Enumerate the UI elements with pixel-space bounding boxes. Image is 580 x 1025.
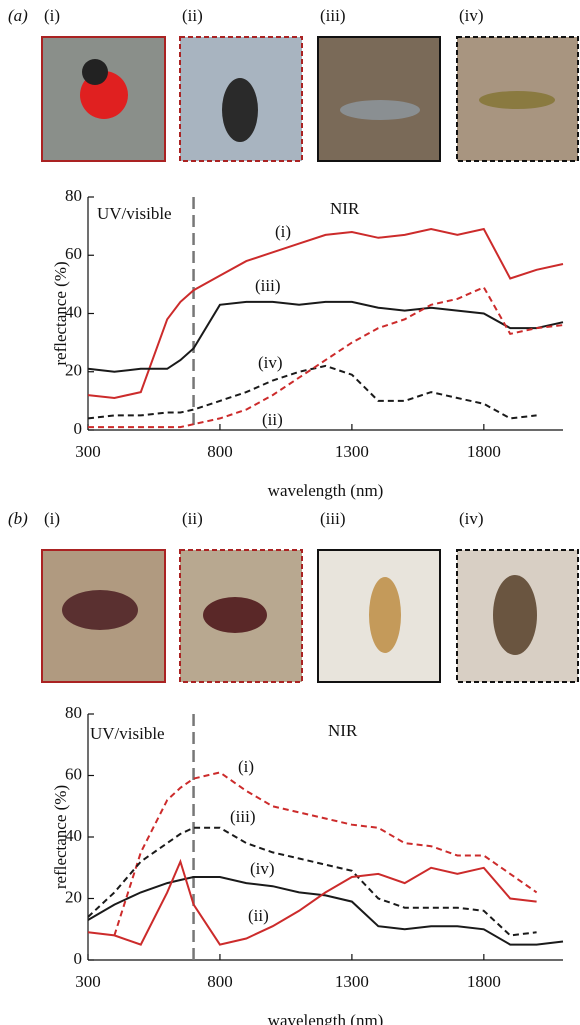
x-tick-label: 1300: [335, 442, 369, 461]
photo-lizard: [479, 91, 555, 109]
photo-beetle: [62, 590, 138, 630]
y-tick-label: 60: [65, 244, 82, 263]
series-line: [88, 877, 563, 945]
series-line: [88, 302, 563, 372]
series-label: (ii): [248, 906, 269, 925]
photo-bird: [222, 78, 258, 142]
series-label: (iii): [230, 807, 256, 826]
x-tick-label: 1800: [467, 442, 501, 461]
panel-label: (b): [8, 509, 28, 528]
annotation: UV/visible: [90, 724, 165, 743]
annotation: NIR: [328, 721, 358, 740]
y-tick-label: 80: [65, 186, 82, 205]
photo-lizard: [369, 577, 401, 653]
photos-b: [42, 550, 578, 682]
x-tick-label: 800: [207, 442, 233, 461]
panel-label: (a): [8, 6, 28, 25]
figure: (a)(i)(ii)(iii)(iv)020406080300800130018…: [0, 0, 580, 1025]
photo-lizard: [493, 575, 537, 655]
y-tick-label: 80: [65, 703, 82, 722]
photo: [318, 37, 440, 161]
series-line: [88, 828, 537, 936]
series-line: [88, 287, 563, 427]
y-tick-label: 20: [65, 887, 82, 906]
series-line: [88, 229, 563, 398]
series-label: (iv): [258, 353, 283, 372]
photo-label: (ii): [182, 509, 203, 528]
photos-a: [42, 37, 578, 161]
series-line: [88, 366, 537, 419]
x-tick-label: 800: [207, 972, 233, 991]
series-label: (ii): [262, 410, 283, 429]
x-tick-label: 300: [75, 442, 101, 461]
y-tick-label: 60: [65, 764, 82, 783]
annotation: UV/visible: [97, 204, 172, 223]
photo-beetle: [203, 597, 267, 633]
photo-label: (iv): [459, 509, 484, 528]
x-tick-label: 1800: [467, 972, 501, 991]
x-tick-label: 1300: [335, 972, 369, 991]
photo-label: (iv): [459, 6, 484, 25]
x-tick-label: 300: [75, 972, 101, 991]
photo-label: (iii): [320, 6, 346, 25]
x-axis-title: wavelength (nm): [268, 481, 384, 500]
y-axis-title: reflectance (%): [51, 785, 70, 889]
photo-label: (iii): [320, 509, 346, 528]
y-axis-title: reflectance (%): [51, 261, 70, 365]
series-label: (iii): [255, 276, 281, 295]
y-tick-label: 0: [74, 419, 83, 438]
photo-label: (ii): [182, 6, 203, 25]
series-label: (i): [238, 757, 254, 776]
photo-label: (i): [44, 509, 60, 528]
photo-label: (i): [44, 6, 60, 25]
series-label: (i): [275, 222, 291, 241]
series-label: (iv): [250, 859, 275, 878]
series-line: [114, 772, 536, 935]
y-tick-label: 0: [74, 949, 83, 968]
series-line: [88, 862, 537, 945]
photo-lizard: [340, 100, 420, 120]
photo-bird-head: [82, 59, 108, 85]
x-axis-title: wavelength (nm): [268, 1011, 384, 1025]
annotation: NIR: [330, 199, 360, 218]
